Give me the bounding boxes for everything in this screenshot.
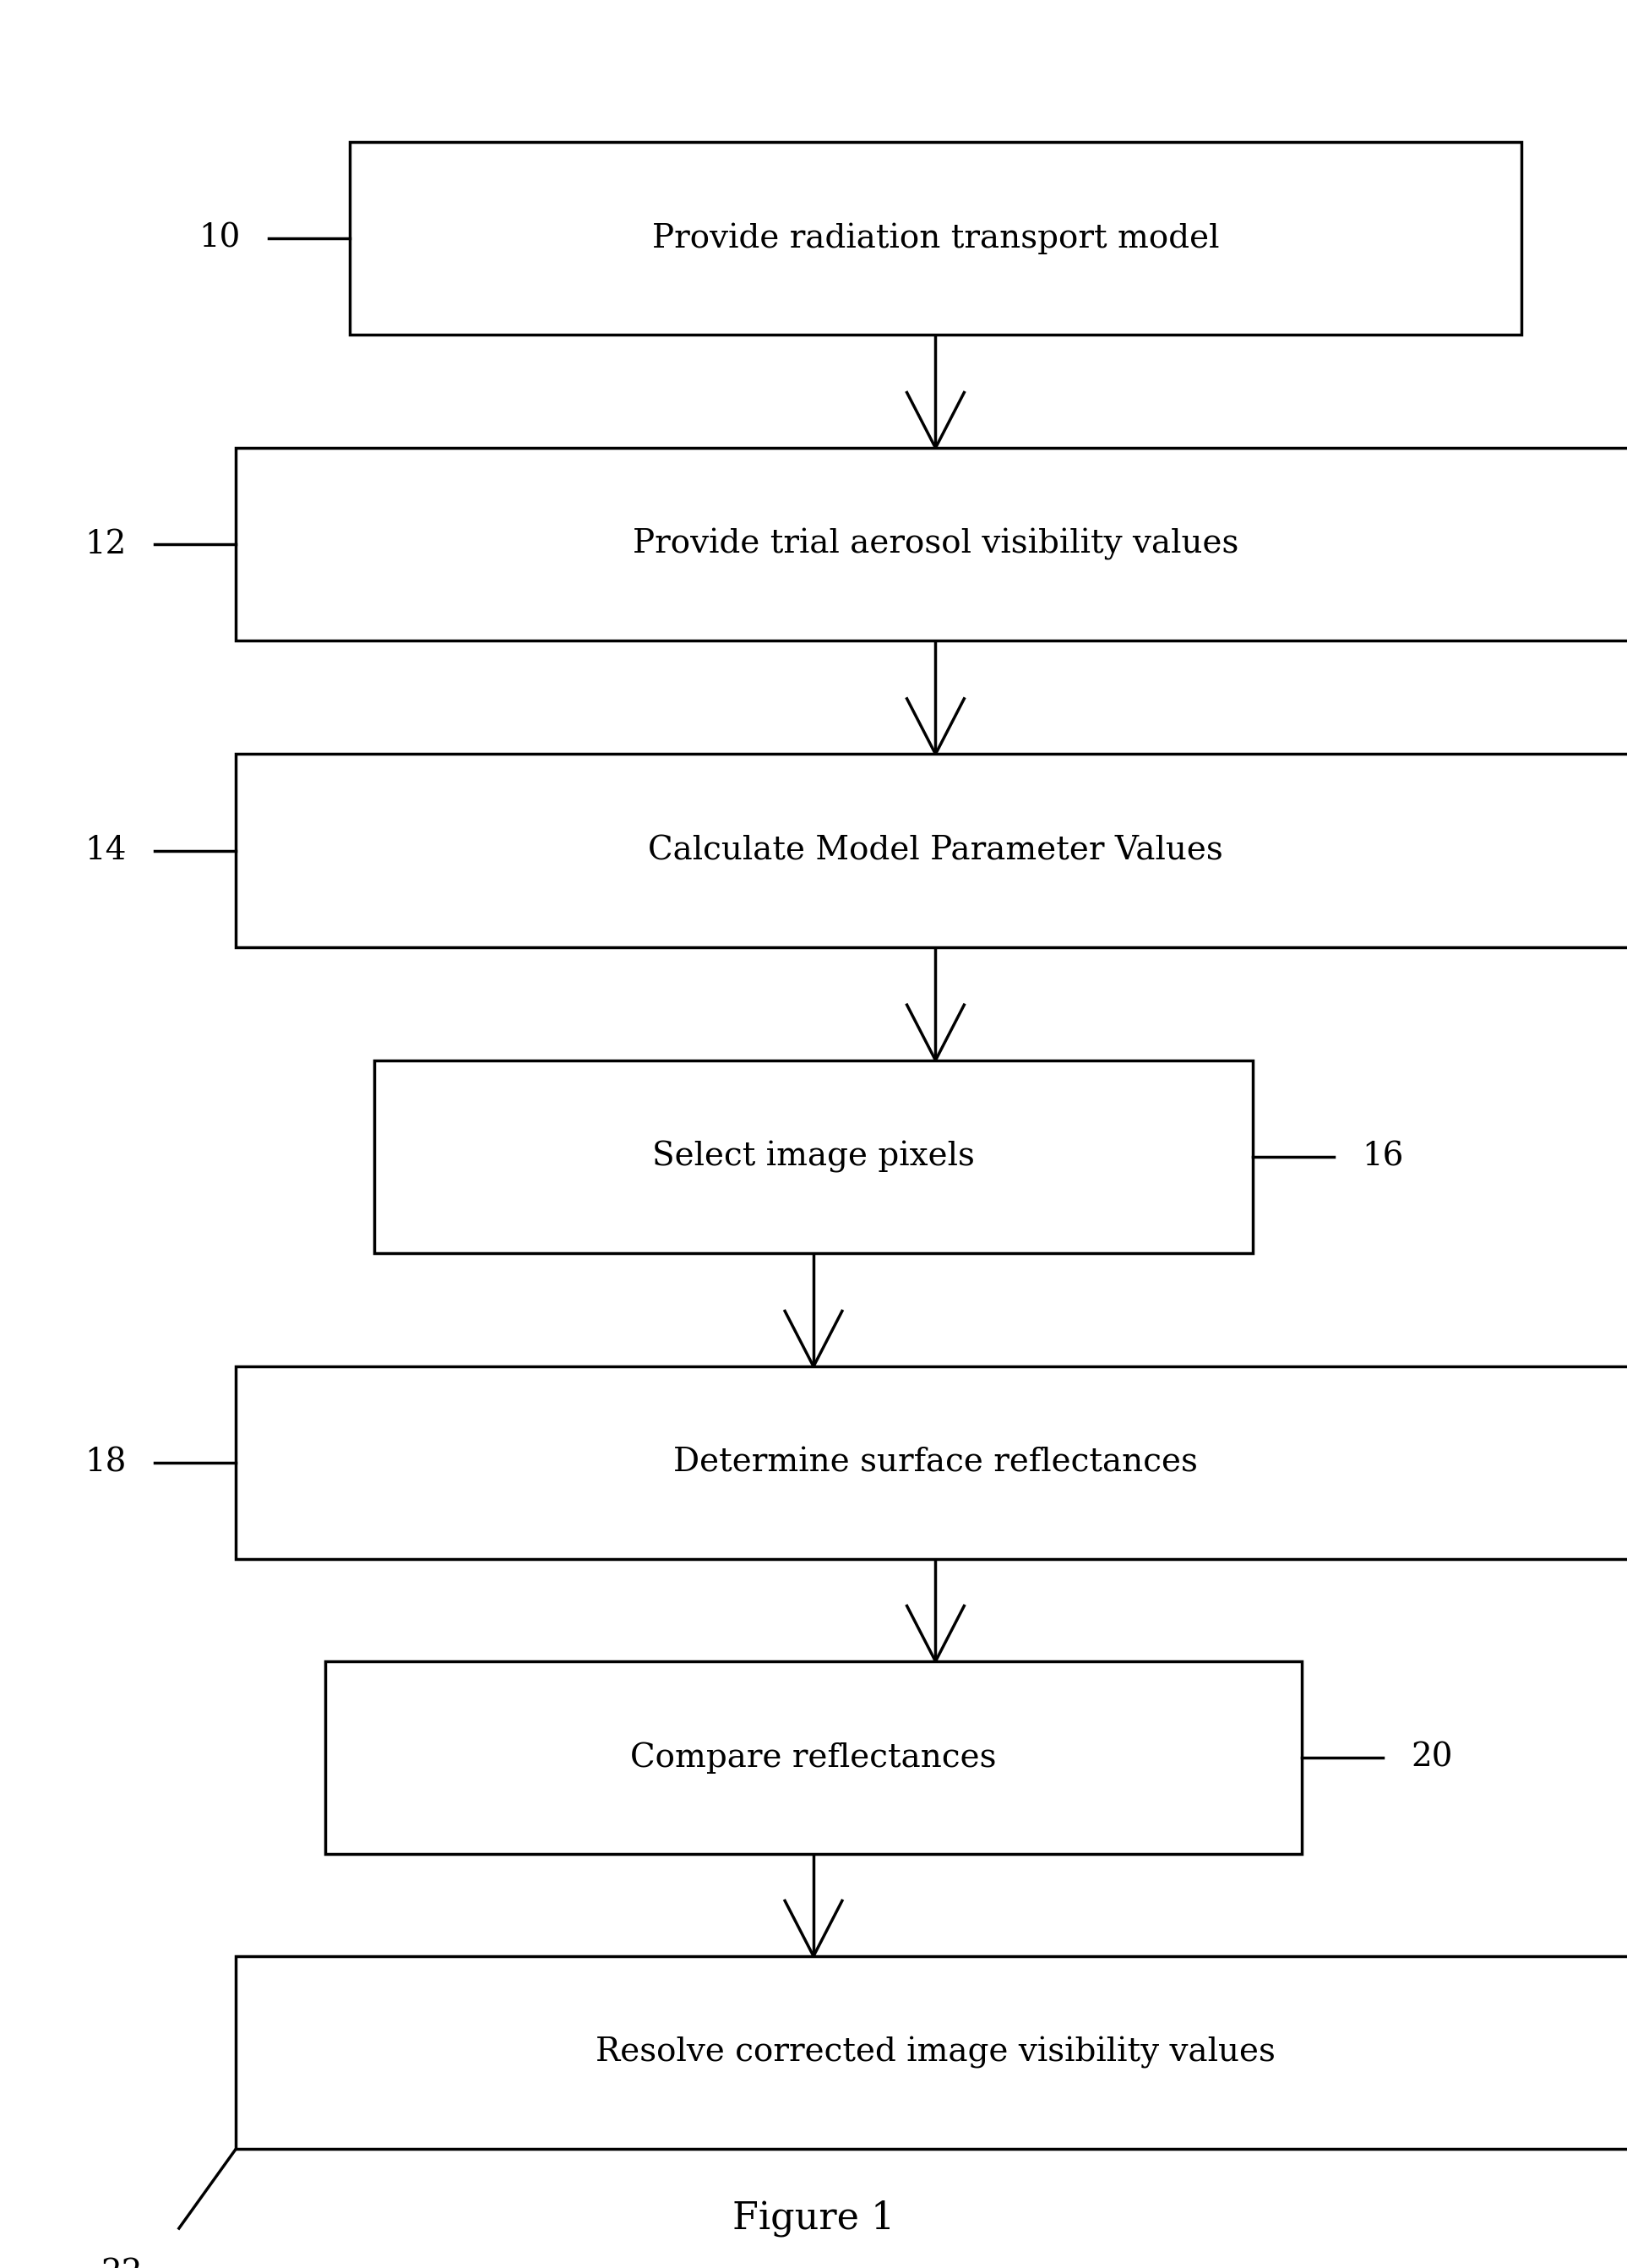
Text: 12: 12 xyxy=(85,528,127,560)
Text: Select image pixels: Select image pixels xyxy=(652,1141,975,1173)
Text: Provide radiation transport model: Provide radiation transport model xyxy=(652,222,1219,254)
Bar xyxy=(374,1061,1253,1252)
Bar xyxy=(236,449,1627,640)
Bar xyxy=(236,753,1627,948)
Bar xyxy=(350,141,1521,333)
Text: 20: 20 xyxy=(1411,1742,1453,1774)
Text: 16: 16 xyxy=(1362,1141,1404,1173)
Text: Calculate Model Parameter Values: Calculate Model Parameter Values xyxy=(648,835,1224,866)
Text: 14: 14 xyxy=(85,835,127,866)
Text: 10: 10 xyxy=(198,222,241,254)
Text: Determine surface reflectances: Determine surface reflectances xyxy=(674,1447,1197,1479)
Text: 18: 18 xyxy=(85,1447,127,1479)
Bar xyxy=(236,1955,1627,2150)
Bar xyxy=(236,1365,1627,1560)
Text: Resolve corrected image visibility values: Resolve corrected image visibility value… xyxy=(595,2037,1276,2068)
Text: Provide trial aerosol visibility values: Provide trial aerosol visibility values xyxy=(633,528,1238,560)
Bar xyxy=(325,1660,1302,1855)
Text: 22: 22 xyxy=(101,2259,143,2268)
Text: Compare reflectances: Compare reflectances xyxy=(630,1742,997,1774)
Text: Figure 1: Figure 1 xyxy=(732,2200,895,2236)
